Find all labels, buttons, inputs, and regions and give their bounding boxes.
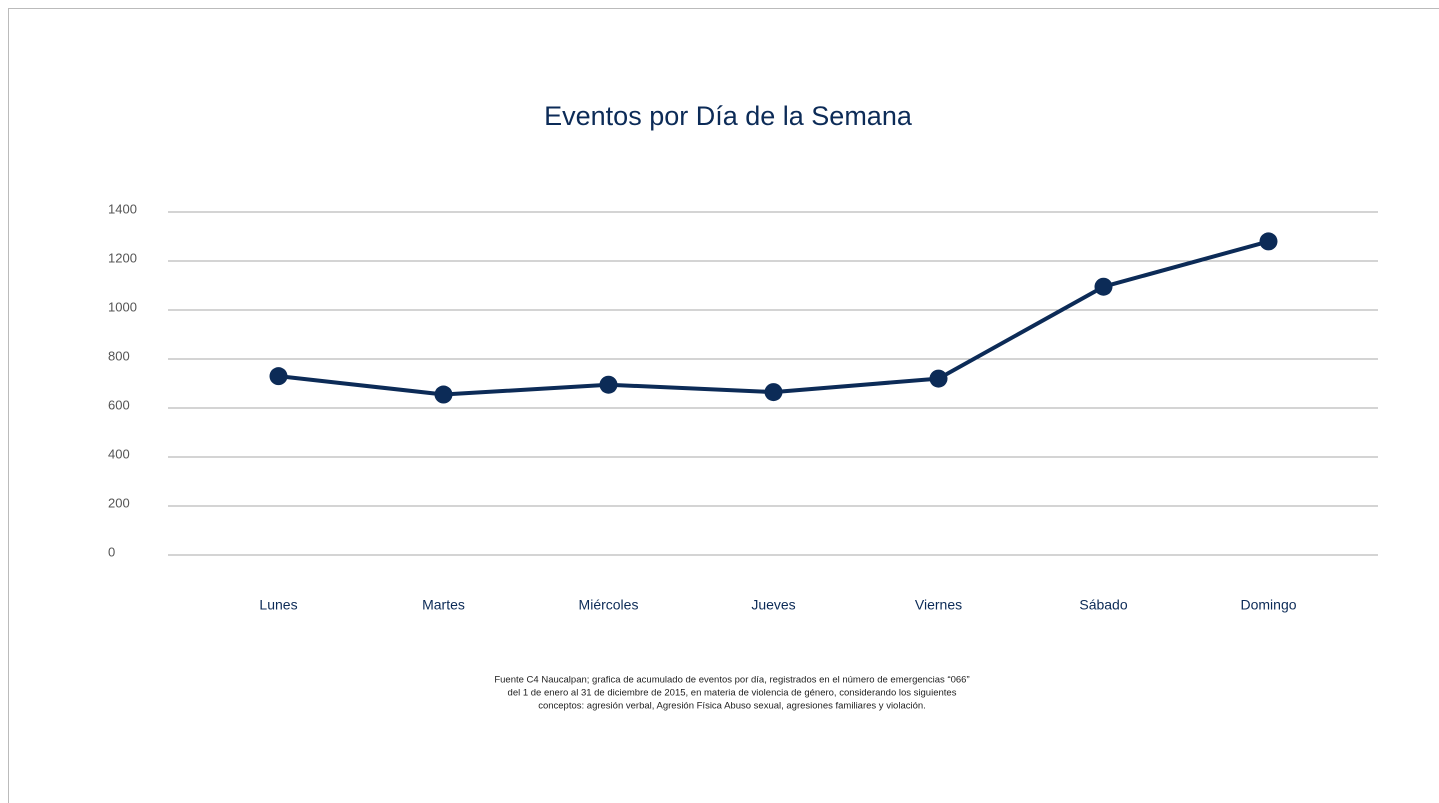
y-tick-label: 1000 <box>108 299 137 314</box>
y-tick-label: 0 <box>108 544 115 559</box>
x-tick-label: Martes <box>422 597 465 613</box>
y-tick-label: 1200 <box>108 250 137 265</box>
note: conceptos: agresión verbal, Agresión Fís… <box>538 701 926 712</box>
point <box>269 367 288 386</box>
y-tick-label: 600 <box>108 397 130 412</box>
point <box>1094 277 1113 296</box>
point <box>599 375 618 394</box>
frame <box>8 8 1439 803</box>
y-tick-label: 1400 <box>108 201 137 216</box>
x-tick-label: Miércoles <box>579 597 639 613</box>
x-tick-label: Domingo <box>1240 597 1296 613</box>
y-tick-label: 400 <box>108 446 130 461</box>
note: Fuente C4 Naucalpan; grafica de acumulad… <box>494 675 969 686</box>
note: del 1 de enero al 31 de diciembre de 201… <box>508 688 957 699</box>
point <box>929 369 948 388</box>
x-tick-label: Sábado <box>1079 597 1127 613</box>
chart-title: Eventos por Día de la Semana <box>544 101 913 131</box>
x-tick-label: Lunes <box>259 597 297 613</box>
x-tick-label: Viernes <box>915 597 962 613</box>
point <box>1259 232 1278 251</box>
y-tick-label: 200 <box>108 495 130 510</box>
y-tick-label: 800 <box>108 348 130 363</box>
line <box>278 239 1270 397</box>
point <box>764 383 783 402</box>
point <box>434 385 453 404</box>
x-tick-label: Jueves <box>751 597 795 613</box>
